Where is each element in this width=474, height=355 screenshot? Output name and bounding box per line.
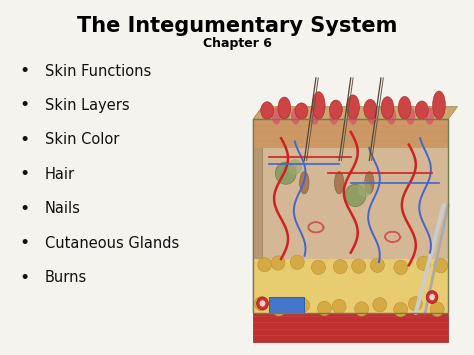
Text: Skin Layers: Skin Layers: [45, 98, 130, 113]
Ellipse shape: [409, 297, 422, 311]
Polygon shape: [253, 106, 457, 119]
Polygon shape: [253, 119, 448, 148]
Ellipse shape: [329, 107, 338, 125]
Ellipse shape: [373, 297, 387, 312]
Ellipse shape: [271, 256, 285, 270]
Ellipse shape: [257, 297, 268, 310]
Ellipse shape: [398, 96, 411, 119]
Ellipse shape: [430, 302, 444, 316]
Ellipse shape: [348, 107, 358, 125]
Ellipse shape: [329, 100, 342, 119]
Ellipse shape: [290, 255, 304, 269]
Ellipse shape: [425, 107, 434, 125]
Ellipse shape: [260, 300, 265, 307]
Ellipse shape: [295, 103, 308, 119]
Ellipse shape: [364, 99, 377, 119]
Text: •: •: [19, 269, 29, 286]
Ellipse shape: [333, 260, 347, 274]
Polygon shape: [253, 313, 448, 342]
Ellipse shape: [346, 95, 359, 119]
Ellipse shape: [291, 107, 300, 125]
Ellipse shape: [312, 92, 325, 119]
Polygon shape: [253, 106, 263, 313]
Ellipse shape: [275, 162, 296, 184]
Text: Hair: Hair: [45, 167, 75, 182]
Ellipse shape: [394, 302, 408, 317]
Ellipse shape: [365, 171, 374, 194]
Ellipse shape: [278, 97, 291, 119]
Ellipse shape: [358, 181, 372, 197]
Ellipse shape: [345, 184, 366, 207]
Text: •: •: [19, 200, 29, 218]
Ellipse shape: [370, 258, 384, 272]
Ellipse shape: [429, 294, 435, 300]
Ellipse shape: [288, 159, 302, 175]
Ellipse shape: [272, 302, 286, 316]
Ellipse shape: [433, 91, 446, 119]
Text: Burns: Burns: [45, 270, 87, 285]
Ellipse shape: [394, 260, 408, 274]
Ellipse shape: [417, 256, 431, 271]
Ellipse shape: [355, 302, 369, 316]
Ellipse shape: [296, 298, 310, 312]
Text: Skin Color: Skin Color: [45, 132, 119, 147]
Ellipse shape: [335, 171, 344, 194]
Text: •: •: [19, 62, 29, 80]
Ellipse shape: [311, 260, 325, 274]
Ellipse shape: [272, 107, 281, 125]
Polygon shape: [253, 119, 448, 313]
Ellipse shape: [381, 97, 394, 119]
Text: Cutaneous Glands: Cutaneous Glands: [45, 236, 179, 251]
Ellipse shape: [426, 291, 438, 304]
Ellipse shape: [387, 107, 396, 125]
Text: •: •: [19, 165, 29, 183]
Polygon shape: [253, 259, 448, 313]
Ellipse shape: [332, 299, 346, 313]
Ellipse shape: [318, 301, 331, 316]
Text: •: •: [19, 131, 29, 149]
Ellipse shape: [352, 259, 365, 273]
Text: Skin Functions: Skin Functions: [45, 64, 151, 78]
Text: Nails: Nails: [45, 201, 81, 216]
Text: The Integumentary System: The Integumentary System: [77, 16, 397, 36]
Polygon shape: [269, 297, 304, 313]
Ellipse shape: [368, 107, 377, 125]
Ellipse shape: [258, 257, 272, 272]
Ellipse shape: [300, 171, 309, 194]
Ellipse shape: [310, 107, 319, 125]
Ellipse shape: [415, 101, 428, 119]
Text: •: •: [19, 97, 29, 114]
Ellipse shape: [406, 107, 415, 125]
Polygon shape: [253, 300, 448, 313]
Text: Chapter 6: Chapter 6: [202, 37, 272, 50]
Ellipse shape: [261, 102, 273, 119]
Text: •: •: [19, 234, 29, 252]
Ellipse shape: [434, 258, 448, 273]
Ellipse shape: [255, 296, 268, 311]
